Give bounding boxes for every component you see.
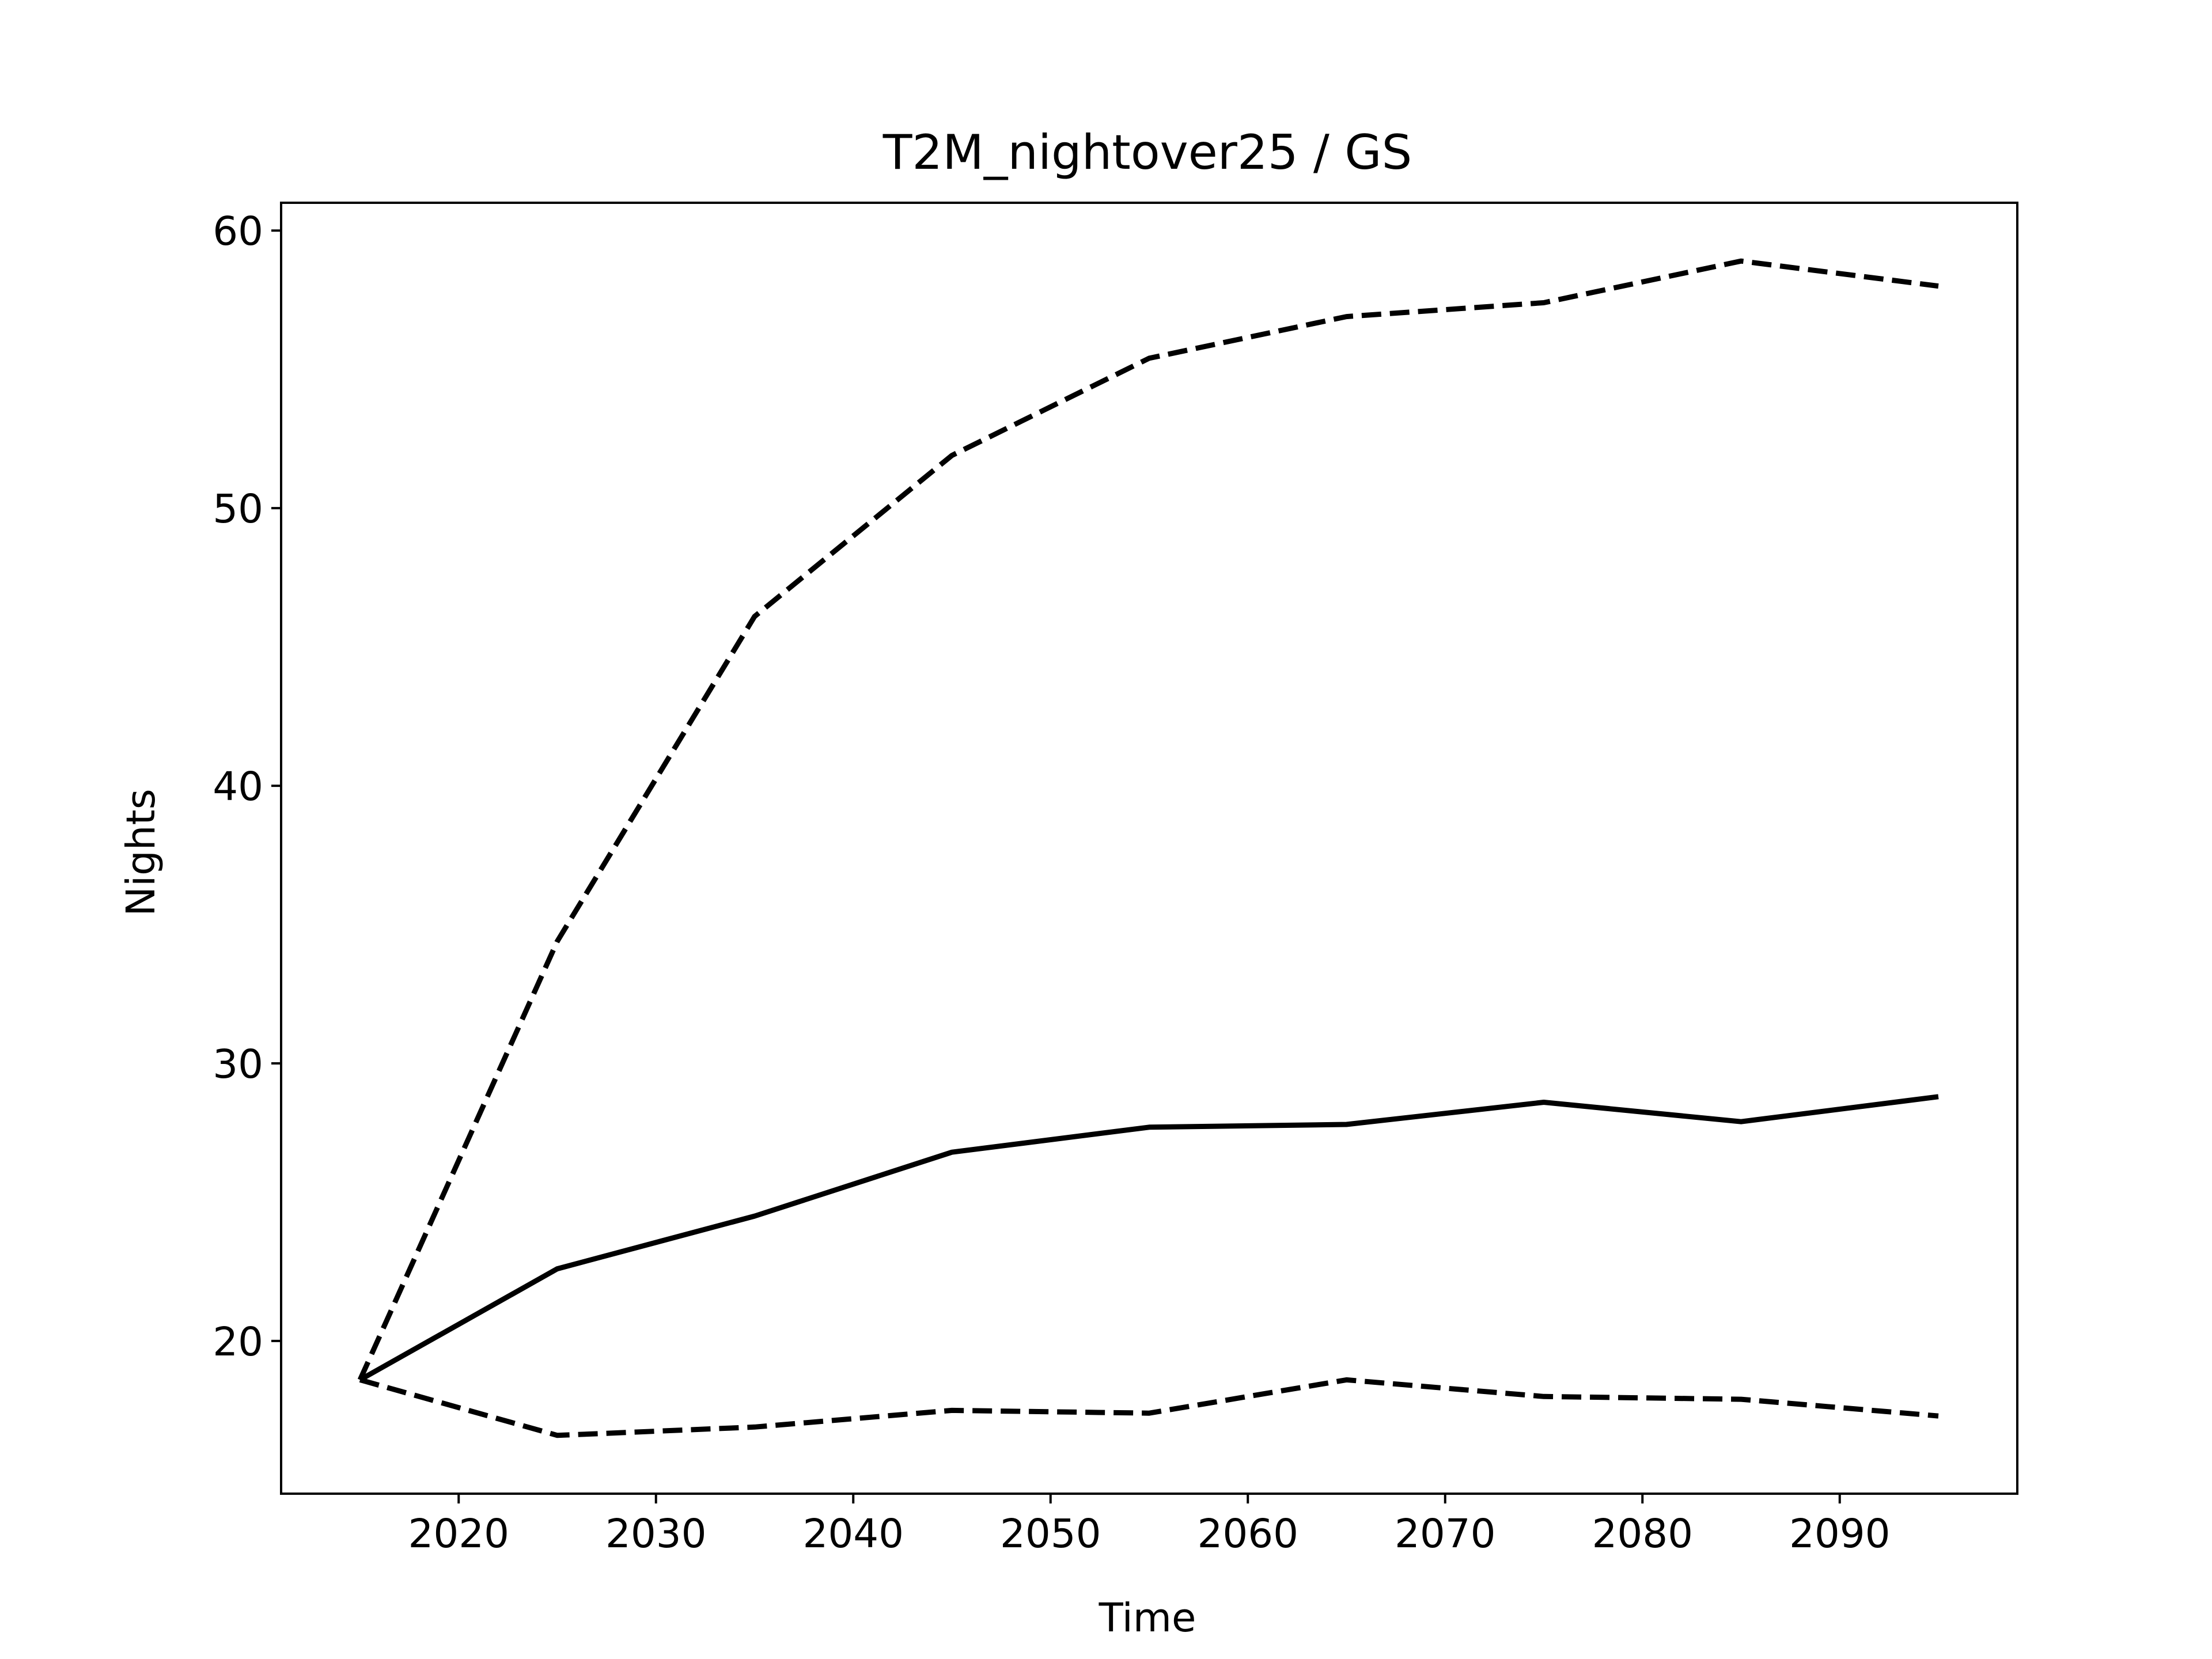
x-tick-label: 2030 [605, 1511, 707, 1557]
axes-frame [280, 202, 2018, 1495]
series-line-2 [358, 1094, 1939, 1382]
y-tick-label: 30 [213, 1041, 263, 1088]
x-tick-label: 2060 [1197, 1511, 1298, 1557]
plot-background [281, 203, 2017, 1494]
axes: 2020 2030 2040 2050 2060 2070 2080 209020304050… [213, 202, 2018, 1557]
x-axis-label: Time [1099, 1595, 1196, 1641]
y-tick-label: 50 [213, 486, 263, 532]
x-tick-label: 2040 [802, 1511, 904, 1557]
x-tick-label: 2020 [408, 1511, 509, 1557]
y-tick-label: 60 [213, 209, 263, 255]
y-axis-label: Nights [118, 789, 164, 916]
plot-area [281, 203, 2017, 1494]
y-tick-label: 40 [213, 764, 263, 810]
y-tick-label: 20 [213, 1319, 263, 1365]
x-tick-label: 2070 [1395, 1511, 1496, 1557]
chart-title: T2M_nightover25 / GS [882, 124, 1412, 180]
x-tick-label: 2090 [1789, 1511, 1891, 1557]
series-line-1 [357, 258, 1939, 1381]
series-line-3 [359, 1377, 1939, 1438]
series-group [357, 258, 1939, 1438]
x-tick-label: 2050 [1000, 1511, 1101, 1557]
x-tick-label: 2080 [1592, 1511, 1693, 1557]
